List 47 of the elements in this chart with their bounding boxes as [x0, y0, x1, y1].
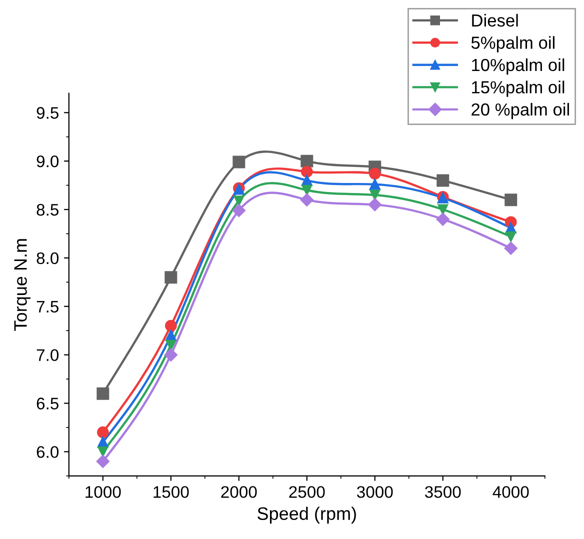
point [436, 212, 450, 226]
y-tick-label: 6.5 [36, 398, 58, 410]
y-tick-label: 7.0 [36, 349, 59, 362]
y-axis-title: Torque N.m [14, 239, 30, 331]
y-tick-label: 8.0 [36, 252, 59, 264]
x-tick-label: 3000 [356, 486, 393, 498]
point [436, 174, 450, 187]
y-tick-label: 9.0 [36, 155, 59, 168]
x-tick-label: 3500 [424, 486, 461, 498]
point [234, 196, 244, 206]
y-tick-label: 7.5 [36, 300, 58, 313]
point [506, 231, 516, 242]
legend-label: 20 %palm oil [472, 102, 569, 120]
point [504, 242, 518, 255]
point [504, 194, 518, 206]
x-axis-title: Speed (rpm) [258, 506, 356, 524]
point [165, 320, 177, 332]
point [370, 190, 380, 200]
point [369, 178, 380, 190]
point [164, 348, 178, 362]
legend-label: 10%palm oil [472, 58, 564, 75]
point [302, 184, 312, 196]
point [300, 193, 314, 206]
y-tick-label: 9.5 [36, 107, 58, 119]
point [96, 387, 110, 400]
x-tick-label: 4000 [492, 486, 529, 498]
y-tick-label: 6.0 [36, 446, 59, 458]
x-tick-label: 2500 [289, 486, 325, 498]
point [368, 198, 382, 212]
x-tick-label: 1500 [154, 486, 189, 498]
point [232, 156, 246, 168]
point [300, 166, 313, 178]
legend-label: Diesel [472, 14, 518, 27]
legend-label: 15%palm oil [472, 80, 564, 97]
point [98, 446, 108, 457]
legend-label: 5%palm oil [471, 36, 554, 52]
point [232, 204, 246, 218]
point [368, 168, 381, 180]
point [97, 426, 109, 438]
x-tick-label: 2000 [221, 486, 257, 498]
y-tick-label: 8.5 [36, 204, 58, 216]
point [438, 204, 448, 215]
point [96, 454, 110, 468]
point [166, 340, 176, 350]
x-tick-label: 1000 [86, 486, 121, 498]
point [164, 271, 178, 284]
point [300, 154, 314, 168]
